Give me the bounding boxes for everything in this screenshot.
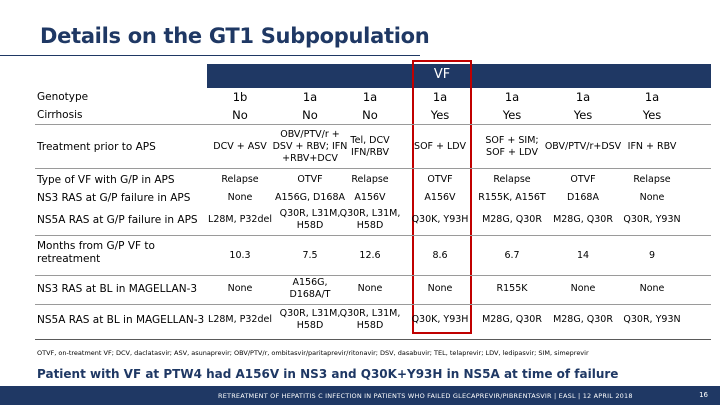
page-number: 16	[699, 391, 708, 399]
table-cell: Yes	[502, 108, 522, 122]
table-cell: Yes	[573, 108, 593, 122]
table-cell: Relapse	[351, 174, 389, 185]
abbreviations-footnote: OTVF, on-treatment VF; DCV, daclatasvir;…	[37, 349, 589, 357]
table-cell: OTVF	[427, 174, 453, 185]
table-cell: L28M, P32del	[208, 214, 272, 225]
table-cell: A156V	[354, 192, 386, 203]
table-cell: Q30R, Y93N	[623, 214, 681, 225]
table-cell: M28G, Q30R	[553, 314, 613, 325]
table-cell: Q30K, Y93H	[411, 214, 469, 225]
row-divider	[35, 168, 711, 169]
table-cell: R155K	[496, 283, 528, 294]
table-cell: 12.6	[359, 250, 381, 261]
table-cell: None	[639, 192, 665, 203]
table-cell: Relapse	[633, 174, 671, 185]
table-cell: OBV/PTV/r+DSV	[544, 141, 622, 152]
table-cell: M28G, Q30R	[553, 214, 613, 225]
table-cell: L28M, P32del	[208, 314, 272, 325]
row-divider	[35, 275, 711, 276]
table-cell: Q30K, Y93H	[411, 314, 469, 325]
table-cell: 8.6	[432, 250, 448, 261]
title-underline	[0, 55, 420, 56]
row-divider	[35, 235, 711, 236]
table-cell: Relapse	[493, 174, 531, 185]
table-cell: A156V	[424, 192, 456, 203]
row-label: Treatment prior to APS	[37, 141, 156, 153]
table-cell: Yes	[642, 108, 662, 122]
table-cell: 1a	[432, 90, 448, 104]
table-cell: 1a	[575, 90, 591, 104]
table-cell: D168A	[567, 192, 599, 203]
table-cell: M28G, Q30R	[482, 314, 542, 325]
table-cell: Q30R, L31M, H58D	[339, 208, 401, 231]
table-cell: 9	[648, 250, 656, 261]
table-cell: SOF + SIM; SOF + LDV	[485, 135, 539, 158]
table-cell: 6.7	[504, 250, 520, 261]
table-cell: Relapse	[221, 174, 259, 185]
table-cell: None	[227, 192, 253, 203]
table-cell: R155K, A156T	[478, 192, 546, 203]
table-cell: 1a	[644, 90, 660, 104]
table-cell: None	[427, 283, 453, 294]
vf-column-label: VF	[433, 67, 451, 82]
table-cell: OBV/PTV/r + DSV + RBV; IFN +RBV+DCV	[272, 129, 348, 164]
row-label: NS5A RAS at BL in MAGELLAN-3	[37, 314, 205, 326]
table-cell: SOF + LDV	[414, 141, 466, 152]
table-cell: No	[232, 108, 248, 122]
table-cell: Q30R, L31M, H58D	[339, 308, 401, 331]
table-cell: No	[302, 108, 318, 122]
table-cell: Q30R, Y93N	[623, 314, 681, 325]
table-cell: Yes	[430, 108, 450, 122]
table-cell: M28G, Q30R	[482, 214, 542, 225]
table-cell: 10.3	[229, 250, 251, 261]
table-cell: 1a	[302, 90, 318, 104]
row-label: Genotype	[37, 91, 89, 103]
row-label: NS3 RAS at BL in MAGELLAN-3	[37, 283, 198, 295]
table-cell: None	[227, 283, 253, 294]
row-divider	[35, 304, 711, 305]
table-header-band	[207, 64, 711, 88]
row-label: Months from G/P VF to retreatment	[37, 240, 155, 265]
conclusion-text: Patient with VF at PTW4 had A156V in NS3…	[37, 367, 619, 381]
table-cell: IFN + RBV	[627, 141, 677, 152]
table-cell: 1a	[362, 90, 378, 104]
table-cell: 1b	[232, 90, 248, 104]
table-cell: Q30R, L31M, H58D	[279, 208, 341, 231]
table-cell: None	[357, 283, 383, 294]
footer-text: RETREATMENT OF HEPATITIS C INFECTION IN …	[218, 392, 633, 400]
table-cell: DCV + ASV	[213, 141, 267, 152]
row-label: Type of VF with G/P in APS	[37, 174, 175, 186]
vf-column-highlight	[412, 60, 472, 334]
row-label: Cirrhosis	[37, 109, 83, 121]
table-cell: None	[570, 283, 596, 294]
table-cell: Q30R, L31M, H58D	[279, 308, 341, 331]
page-title: Details on the GT1 Subpopulation	[40, 24, 430, 48]
table-cell: 1a	[504, 90, 520, 104]
table-cell: OTVF	[297, 174, 323, 185]
table-cell: A156G, D168A/T	[289, 277, 331, 300]
row-divider	[35, 124, 711, 125]
table-cell: OTVF	[570, 174, 596, 185]
table-cell: 14	[576, 250, 590, 261]
table-cell: 7.5	[302, 250, 318, 261]
table-cell: None	[639, 283, 665, 294]
table-cell: Tel, DCV IFN/RBV	[350, 135, 390, 158]
footer-bar: RETREATMENT OF HEPATITIS C INFECTION IN …	[0, 386, 720, 405]
row-label: NS3 RAS at G/P failure in APS	[37, 192, 191, 204]
row-label: NS5A RAS at G/P failure in APS	[37, 214, 198, 226]
table-cell: A156G, D168A	[275, 192, 345, 203]
table-cell: No	[362, 108, 378, 122]
row-divider	[35, 339, 711, 340]
